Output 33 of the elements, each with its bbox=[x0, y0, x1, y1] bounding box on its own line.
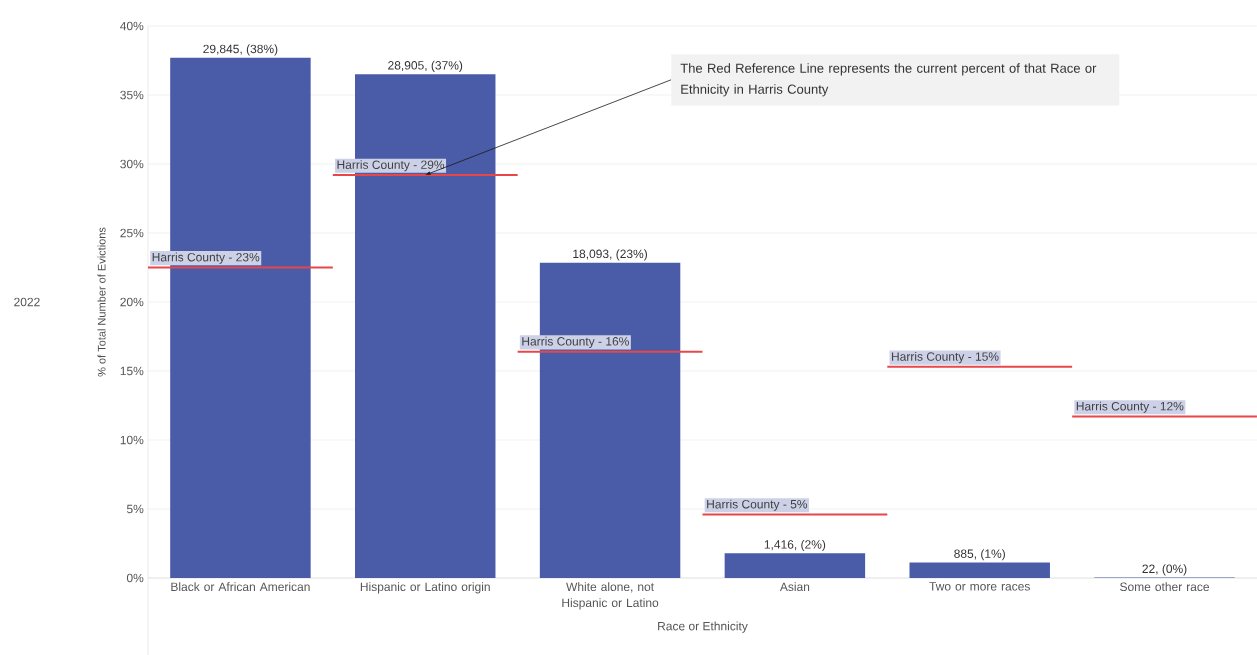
x-tick-label: Hispanic or Latino origin bbox=[360, 582, 490, 594]
data-label: 29,845, (38%) bbox=[203, 44, 278, 56]
y-tick-label: 40% bbox=[120, 21, 144, 31]
annotation: The Red Reference Line represents the current percent of that Race or Ethnicity in Harris County bbox=[680, 63, 1097, 97]
data-label: 22, (0%) bbox=[1142, 564, 1187, 576]
x-tick-label: Asian bbox=[779, 582, 810, 592]
y-tick-label: 10% bbox=[120, 435, 144, 445]
ref-line-label: Harris County - 12% bbox=[1076, 401, 1184, 413]
x-tick-label: Two or more races bbox=[929, 582, 1030, 591]
y-tick-label: 35% bbox=[120, 90, 144, 100]
x-tick-label: White alone, not Hispanic or Latino bbox=[562, 582, 659, 610]
y-axis-title: % of Total Number of Evictions bbox=[97, 227, 106, 377]
data-label: 1,416, (2%) bbox=[764, 539, 826, 552]
x-axis-title: Race or Ethnicity bbox=[658, 621, 748, 633]
x-tick-label: Some other race bbox=[1120, 582, 1210, 592]
bar bbox=[909, 562, 1050, 578]
y-tick-label: 30% bbox=[120, 159, 144, 169]
ref-line-label: Harris County - 23% bbox=[152, 252, 260, 264]
data-label: 28,905, (37%) bbox=[388, 60, 463, 72]
bar bbox=[724, 553, 866, 578]
y-tick-label: 15% bbox=[120, 366, 144, 376]
ref-line-label: Harris County - 16% bbox=[522, 336, 629, 348]
data-label: 18,093, (23%) bbox=[573, 249, 647, 261]
data-label: 885, (1%) bbox=[954, 549, 1005, 561]
x-tick-label: Black or African American bbox=[171, 582, 310, 592]
y-tick-label: 5% bbox=[126, 504, 144, 514]
text: 2022 bbox=[14, 297, 40, 307]
ref-line-label: Harris County - 29% bbox=[337, 160, 445, 172]
y-tick-label: 0% bbox=[126, 573, 144, 583]
ref-line-label: Harris County - 5% bbox=[707, 499, 808, 511]
y-tick-label: 20% bbox=[120, 297, 144, 307]
y-tick-label: 25% bbox=[120, 228, 144, 238]
ref-line-label: Harris County - 15% bbox=[891, 351, 999, 364]
